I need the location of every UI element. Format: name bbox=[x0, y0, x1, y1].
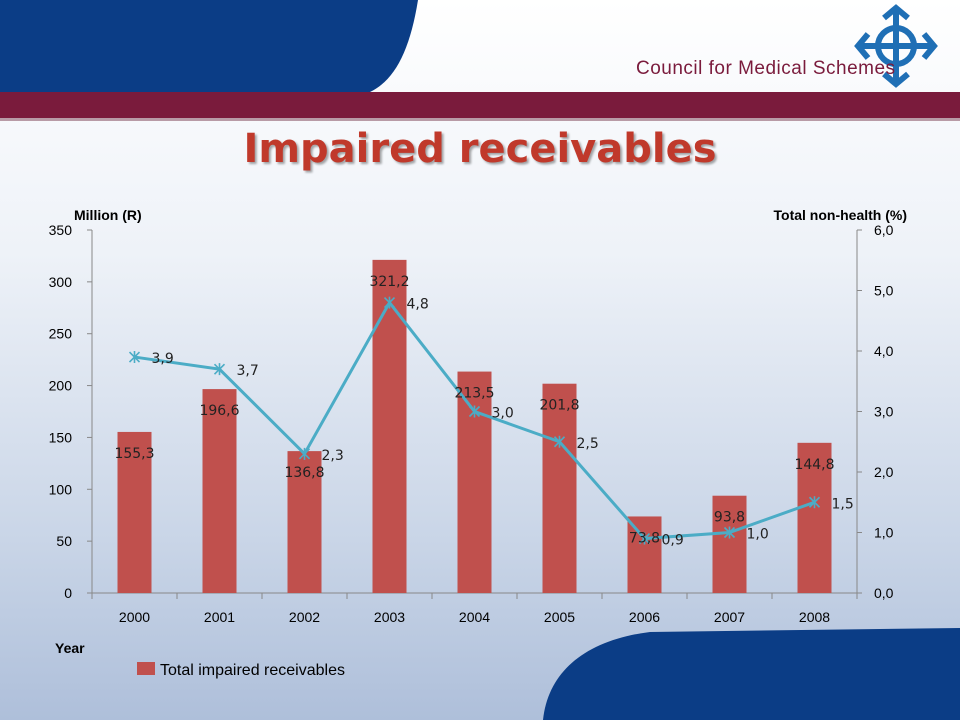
left-tick-label: 50 bbox=[56, 533, 72, 549]
line-data-label: 2,5 bbox=[577, 436, 599, 452]
right-tick-label: 0,0 bbox=[874, 585, 894, 601]
right-tick-label: 6,0 bbox=[874, 222, 894, 238]
line-marker bbox=[298, 447, 311, 460]
x-tick-label: 2000 bbox=[119, 609, 150, 625]
right-tick-label: 1,0 bbox=[874, 525, 894, 541]
line-data-label: 2,3 bbox=[322, 448, 344, 464]
bar-data-label: 93,8 bbox=[714, 510, 745, 526]
legend: Total impaired receivables bbox=[137, 662, 345, 679]
bar bbox=[202, 389, 237, 593]
legend-swatch bbox=[137, 662, 155, 675]
line-marker bbox=[723, 526, 736, 539]
brand-name: Council for Medical Schemes bbox=[636, 58, 896, 79]
line-marker bbox=[553, 435, 566, 448]
right-tick-label: 4,0 bbox=[874, 343, 894, 359]
maroon-band bbox=[0, 92, 960, 118]
x-tick-label: 2008 bbox=[799, 609, 830, 625]
bar bbox=[457, 371, 492, 593]
bar bbox=[542, 383, 577, 593]
line-data-label: 4,8 bbox=[407, 297, 429, 313]
line-marker bbox=[638, 532, 651, 545]
x-tick-label: 2002 bbox=[289, 609, 320, 625]
x-tick-label: 2005 bbox=[544, 609, 575, 625]
band-shadow bbox=[0, 118, 960, 121]
bar-data-label: 213,5 bbox=[454, 386, 494, 402]
right-tick-label: 2,0 bbox=[874, 464, 894, 480]
left-tick-label: 350 bbox=[49, 222, 73, 238]
right-axis-title: Total non-health (%) bbox=[774, 207, 908, 223]
bar bbox=[627, 516, 662, 593]
left-tick-label: 0 bbox=[64, 585, 72, 601]
x-tick-label: 2001 bbox=[204, 609, 235, 625]
bar bbox=[117, 431, 152, 593]
line-data-label: 1,0 bbox=[747, 527, 769, 543]
legend-label: Total impaired receivables bbox=[160, 662, 345, 679]
x-tick-label: 2004 bbox=[459, 609, 490, 625]
bar-data-label: 136,8 bbox=[284, 465, 324, 481]
right-tick-label: 3,0 bbox=[874, 404, 894, 420]
bottom-navy-swoosh bbox=[543, 628, 960, 720]
bar bbox=[712, 495, 747, 593]
line-marker bbox=[128, 351, 141, 364]
x-tick-label: 2006 bbox=[629, 609, 660, 625]
line-data-label: 1,5 bbox=[832, 496, 854, 512]
x-tick-label: 2007 bbox=[714, 609, 745, 625]
x-axis-title: Year bbox=[55, 640, 85, 656]
logo-icon bbox=[854, 4, 938, 88]
line-marker bbox=[213, 363, 226, 376]
line-data-label: 3,0 bbox=[492, 406, 514, 422]
left-tick-label: 100 bbox=[49, 481, 73, 497]
bar-data-label: 73,8 bbox=[629, 530, 660, 546]
left-tick-label: 150 bbox=[49, 429, 73, 445]
plot-area: 0 50 100 150 200 250 300 350 0,0 1,0 2,0 3,0 4,0 5,0 6… bbox=[49, 222, 894, 625]
line-marker bbox=[468, 405, 481, 418]
left-tick-label: 250 bbox=[49, 326, 73, 342]
bar-data-label: 196,6 bbox=[199, 403, 239, 419]
bar-data-label: 144,8 bbox=[794, 457, 834, 473]
bar-data-label: 201,8 bbox=[539, 398, 579, 414]
line-marker bbox=[383, 296, 396, 309]
line-data-label: 3,9 bbox=[152, 351, 174, 367]
left-axis-title: Million (R) bbox=[74, 207, 142, 223]
bar bbox=[287, 451, 322, 593]
bar-data-label: 321,2 bbox=[369, 274, 409, 290]
bar bbox=[797, 442, 832, 593]
bar bbox=[372, 259, 407, 593]
line-marker bbox=[808, 496, 821, 509]
line-data-label: 0,9 bbox=[662, 533, 684, 549]
bar-data-label: 155,3 bbox=[114, 446, 154, 462]
right-tick-label: 5,0 bbox=[874, 283, 894, 299]
top-navy-swoosh bbox=[0, 0, 418, 92]
left-tick-label: 200 bbox=[49, 378, 73, 394]
left-tick-label: 300 bbox=[49, 274, 73, 290]
slide-title: Impaired receivables bbox=[243, 126, 717, 172]
x-tick-label: 2003 bbox=[374, 609, 405, 625]
line-data-label: 3,7 bbox=[237, 363, 259, 379]
